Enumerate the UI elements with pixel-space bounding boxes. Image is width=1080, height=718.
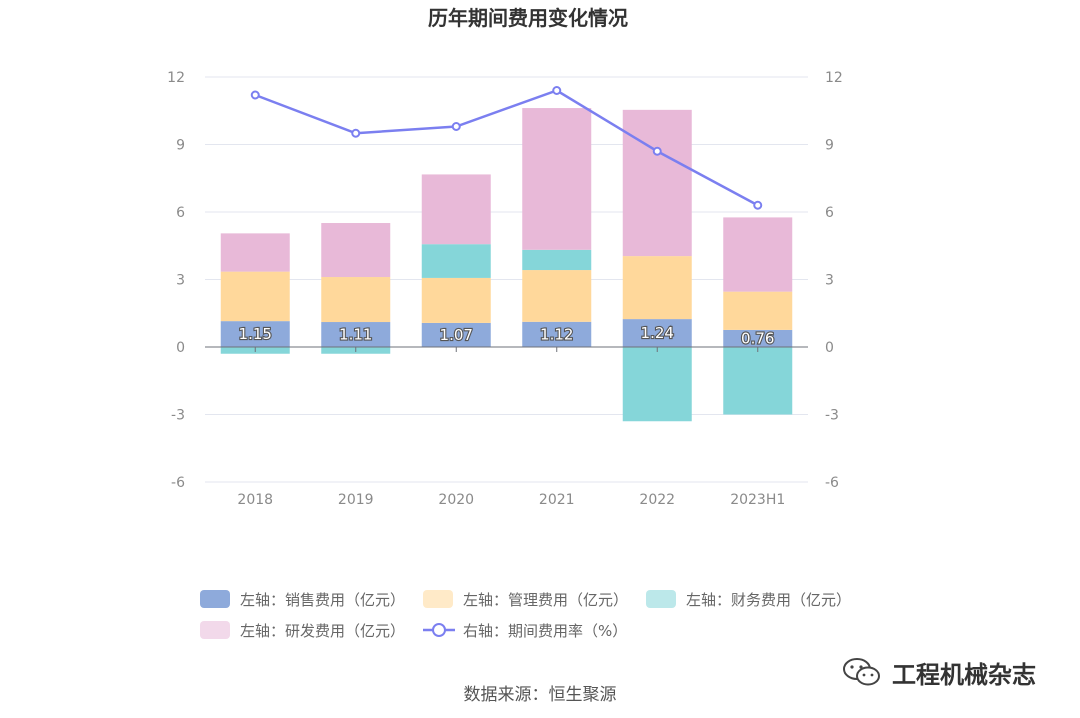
y-right-tick-label: 3 <box>825 273 834 289</box>
bar-segment <box>723 347 793 415</box>
x-tick-label: 2019 <box>338 492 374 508</box>
rate-point <box>250 90 260 100</box>
bar-segment <box>622 109 692 257</box>
y-left-tick-label: 9 <box>176 138 185 154</box>
bar-segment <box>622 256 692 320</box>
legend-item[interactable]: 左轴：财务费用（亿元） <box>646 590 851 609</box>
rate-point <box>652 146 662 156</box>
y-left-tick-label: -3 <box>171 408 185 424</box>
legend-label: 左轴：财务费用（亿元） <box>686 591 851 609</box>
bar-segment <box>421 174 491 245</box>
bar-segment <box>220 321 290 347</box>
legend-label: 左轴：研发费用（亿元） <box>240 622 405 640</box>
bar-segment <box>723 329 793 347</box>
data-source: 数据来源：恒生聚源 <box>463 685 617 705</box>
y-right-tick-label: -3 <box>825 408 839 424</box>
y-left-tick-label: 12 <box>167 70 185 86</box>
legend-item[interactable]: 左轴：研发费用（亿元） <box>200 621 405 640</box>
rate-point <box>552 86 562 95</box>
y-right-tick-label: -6 <box>825 475 839 491</box>
legend-item[interactable]: 右轴：期间费用率（%） <box>423 622 627 640</box>
legend-swatch <box>200 621 230 639</box>
data-label: 0.76 <box>741 329 774 347</box>
bar-segment <box>522 321 592 347</box>
rate-point <box>451 122 461 131</box>
bar-segment <box>321 322 391 347</box>
watermark: 工程机械杂志 <box>842 652 1036 692</box>
rate-point <box>753 200 763 210</box>
axes: 12 9 6 3 0 -3 -6 12 9 6 3 0 -3 -6 2018 2019 2020 2021 2022… <box>167 70 843 508</box>
bar-segment <box>321 277 391 323</box>
bar-segment <box>522 108 592 250</box>
rate-line <box>250 86 763 210</box>
rate-point <box>351 128 361 138</box>
x-tick-label: 2023H1 <box>730 492 785 508</box>
legend-item[interactable]: 左轴：销售费用（亿元） <box>200 590 405 609</box>
bar-segment <box>622 347 692 422</box>
bars <box>220 108 793 422</box>
bar-segment <box>220 233 290 272</box>
chart-title: 历年期间费用变化情况 <box>428 6 628 30</box>
data-labels: 1.15 1.11 1.07 1.12 1.24 0.76 <box>237 323 775 349</box>
bar-segment <box>421 244 491 278</box>
x-tick-label: 2021 <box>539 492 575 508</box>
legend-swatch <box>423 590 453 608</box>
bar-segment <box>220 271 290 322</box>
bar-segment <box>723 291 793 330</box>
y-right-tick-label: 9 <box>825 138 834 154</box>
rate-line-path <box>254 89 759 207</box>
legend[interactable]: 左轴：销售费用（亿元） 左轴：管理费用（亿元） 左轴：财务费用（亿元） 左轴：研发费用… <box>200 590 851 640</box>
watermark-text: 工程机械杂志 <box>892 660 1036 689</box>
y-left-tick-label: 0 <box>176 340 185 356</box>
bar-segment <box>522 249 592 271</box>
legend-label: 右轴：期间费用率（%） <box>463 622 627 640</box>
y-right-tick-label: 12 <box>825 70 843 86</box>
data-label: 1.12 <box>540 325 573 343</box>
y-left-tick-label: 6 <box>176 205 185 221</box>
data-label: 1.24 <box>641 324 674 342</box>
legend-label: 左轴：管理费用（亿元） <box>463 591 628 609</box>
data-label: 1.07 <box>440 326 473 344</box>
y-left-tick-label: -6 <box>171 475 185 491</box>
x-tick-label: 2018 <box>237 492 273 508</box>
bar-segment <box>723 217 793 292</box>
grid <box>205 76 808 483</box>
x-tick-label: 2020 <box>438 492 474 508</box>
bar-segment <box>421 322 491 347</box>
legend-item[interactable]: 左轴：管理费用（亿元） <box>423 590 628 609</box>
wechat-icon <box>843 658 880 686</box>
bar-segment <box>522 270 592 322</box>
legend-swatch <box>200 590 230 608</box>
bar-segment <box>622 319 692 347</box>
legend-point-swatch <box>432 623 446 637</box>
legend-swatch <box>646 590 676 608</box>
y-right-tick-label: 6 <box>825 205 834 221</box>
y-right-tick-label: 0 <box>825 340 834 356</box>
x-tick-label: 2022 <box>639 492 675 508</box>
data-label: 1.15 <box>239 325 272 343</box>
legend-label: 左轴：销售费用（亿元） <box>240 591 405 609</box>
bar-segment <box>421 277 491 323</box>
bar-segment <box>321 223 391 278</box>
y-left-tick-label: 3 <box>176 273 185 289</box>
data-label: 1.11 <box>339 326 372 344</box>
